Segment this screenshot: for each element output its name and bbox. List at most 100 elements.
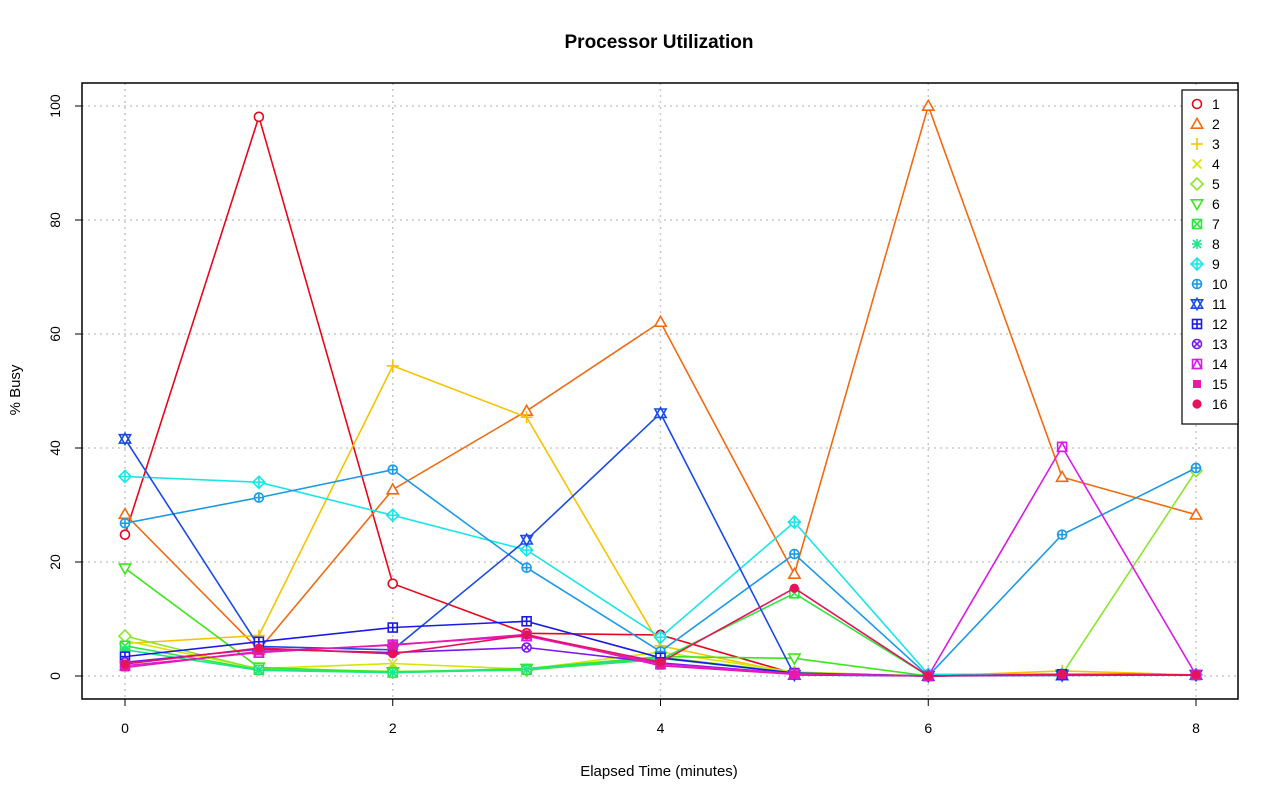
- legend-label: 12: [1212, 316, 1228, 332]
- legend-item-7: 7: [1191, 216, 1220, 232]
- y-tick-label: 60: [47, 326, 63, 342]
- legend-label: 15: [1212, 376, 1228, 392]
- legend-label: 5: [1212, 176, 1220, 192]
- data-point-10-2: [387, 464, 399, 475]
- data-point-8-2: [387, 667, 398, 678]
- data-point-2-7: [1055, 469, 1070, 483]
- data-point-3-2: [386, 359, 399, 372]
- legend-label: 14: [1212, 356, 1228, 372]
- x-tick-label: 0: [121, 720, 129, 736]
- data-point-16-0: [120, 659, 130, 669]
- data-point-16-1: [254, 643, 264, 653]
- y-tick-label: 100: [47, 94, 63, 118]
- data-point-2-8: [1188, 507, 1204, 520]
- y-tick-label: 40: [47, 440, 63, 456]
- legend-marker-11: [1189, 296, 1205, 312]
- legend-item-9: 9: [1189, 256, 1220, 272]
- data-point-4-2: [387, 658, 398, 669]
- legend-item-8: 8: [1192, 236, 1220, 252]
- legend-label: 4: [1212, 156, 1220, 172]
- chart-title: Processor Utilization: [565, 32, 754, 53]
- data-point-10-1: [253, 492, 265, 503]
- legend-box: [1181, 89, 1239, 425]
- data-point-9-1: [251, 475, 267, 490]
- data-point-10-4: [655, 646, 666, 657]
- legend-label: 9: [1212, 256, 1220, 272]
- data-point-9-0: [117, 469, 133, 484]
- x-tick-label: 2: [389, 720, 397, 736]
- legend-item-10: 10: [1191, 276, 1228, 292]
- legend-item-15: 15: [1193, 376, 1228, 392]
- data-point-11-3: [519, 532, 534, 548]
- data-point-11-4: [653, 405, 668, 421]
- data-point-15-5: [790, 670, 799, 679]
- data-point-12-2: [387, 622, 399, 633]
- y-tick-label: 0: [47, 672, 63, 680]
- y-axis-label: % Busy: [7, 364, 24, 415]
- data-point-11-0: [117, 431, 133, 447]
- data-point-5-0: [117, 628, 133, 644]
- data-point-9-4: [653, 630, 668, 645]
- legend-marker-10: [1191, 278, 1203, 290]
- legend-item-12: 12: [1191, 316, 1228, 332]
- data-point-16-2: [388, 649, 398, 659]
- legend-label: 13: [1212, 336, 1228, 352]
- y-tick-label: 80: [47, 212, 63, 228]
- legend-item-5: 5: [1189, 176, 1220, 192]
- data-point-16-6: [923, 671, 933, 681]
- legend-marker-8: [1192, 239, 1202, 249]
- legend-item-14: 14: [1191, 356, 1228, 372]
- grid: [82, 83, 1238, 699]
- data-point-10-7: [1056, 529, 1068, 540]
- x-axis-label: Elapsed Time (minutes): [580, 763, 738, 780]
- series-layer: [117, 98, 1204, 684]
- data-point-8-1: [253, 665, 264, 676]
- data-point-16-5: [789, 583, 799, 593]
- legend-item-11: 11: [1189, 296, 1227, 312]
- legend-marker-3: [1191, 138, 1203, 150]
- data-point-2-2: [385, 482, 400, 495]
- legend-label: 8: [1212, 236, 1220, 252]
- data-point-2-5: [787, 566, 802, 579]
- data-point-16-3: [522, 630, 532, 640]
- legend-marker-2: [1189, 116, 1205, 130]
- data-point-15-2: [388, 641, 397, 650]
- data-point-10-8: [1190, 462, 1202, 474]
- data-point-1-0: [119, 529, 131, 540]
- legend-marker-7: [1191, 218, 1203, 230]
- data-point-2-4: [653, 314, 668, 328]
- data-point-3-3: [520, 411, 533, 424]
- data-point-1-2: [387, 578, 399, 589]
- data-point-10-0: [119, 517, 131, 529]
- data-point-8-3: [521, 664, 532, 675]
- legend-label: 6: [1212, 196, 1220, 212]
- legend-marker-4: [1191, 158, 1203, 170]
- data-point-2-0: [117, 506, 133, 520]
- series-10: [119, 462, 1202, 682]
- legend-item-3: 3: [1191, 136, 1220, 152]
- x-tick-label: 4: [657, 720, 665, 736]
- data-point-16-4: [655, 657, 666, 667]
- legend-marker-1: [1191, 98, 1203, 110]
- legend-marker-16: [1192, 399, 1202, 409]
- series-2: [117, 98, 1204, 655]
- legend-item-13: 13: [1191, 336, 1228, 352]
- x-tick-label: 8: [1192, 720, 1200, 736]
- data-point-9-5: [787, 514, 802, 530]
- legend-item-1: 1: [1191, 96, 1220, 112]
- legend-marker-15: [1193, 379, 1202, 388]
- legend-label: 7: [1212, 216, 1220, 232]
- data-point-6-5: [787, 653, 802, 666]
- legend-marker-12: [1191, 318, 1203, 330]
- legend-item-16: 16: [1192, 396, 1228, 412]
- legend-label: 1: [1212, 96, 1220, 112]
- legend-marker-14: [1191, 357, 1203, 370]
- series-16: [120, 583, 1201, 681]
- data-point-12-3: [521, 615, 532, 627]
- data-point-1-1: [253, 111, 265, 123]
- x-tick-label: 6: [924, 720, 932, 736]
- data-point-14-7: [1056, 440, 1068, 453]
- data-point-16-7: [1057, 669, 1067, 679]
